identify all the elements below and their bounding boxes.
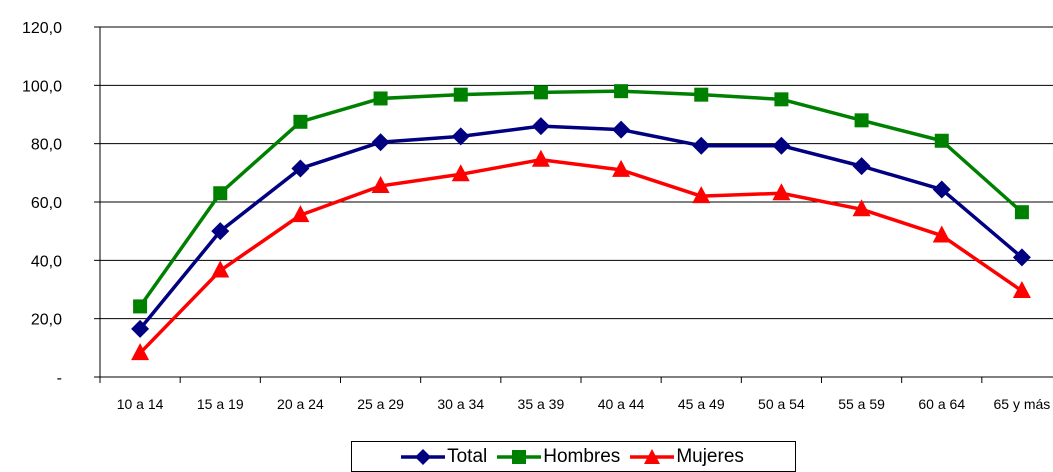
data-point xyxy=(211,260,230,278)
y-tick-label: 40,0 xyxy=(31,253,62,270)
data-point xyxy=(531,149,550,167)
y-tick-label: 20,0 xyxy=(31,312,62,329)
x-tick-label: 30 a 34 xyxy=(437,396,484,412)
series-group xyxy=(131,84,1031,361)
x-tick-label: 60 a 64 xyxy=(918,396,965,412)
y-tick-label: 60,0 xyxy=(31,195,62,212)
x-tick-label: 65 y más xyxy=(994,396,1051,412)
x-tick-label: 35 a 39 xyxy=(518,396,565,412)
data-point xyxy=(213,186,228,201)
data-point xyxy=(932,180,951,199)
data-point xyxy=(612,120,631,139)
data-point xyxy=(772,136,791,155)
y-tick-label: - xyxy=(57,370,62,387)
data-point xyxy=(614,84,629,99)
x-axis-tick-labels: 10 a 14 15 a 19 20 a 24 25 a 29 30 a 34 35 a … xyxy=(117,396,1051,412)
data-point xyxy=(131,343,150,361)
x-tick-label: 20 a 24 xyxy=(277,396,324,412)
data-point xyxy=(533,85,548,100)
data-point xyxy=(373,91,388,106)
y-tick-label: 100,0 xyxy=(22,78,62,95)
series-line-total xyxy=(138,124,1024,330)
legend-label-mujeres: Mujeres xyxy=(676,445,744,467)
data-point xyxy=(1014,205,1029,220)
legend-item-total: Total xyxy=(399,446,487,468)
legend-marker-mujeres xyxy=(630,448,675,464)
data-point xyxy=(531,117,550,136)
x-tick-label: 15 a 19 xyxy=(197,396,244,412)
data-point xyxy=(692,136,711,155)
legend-item-hombres: Hombres xyxy=(495,446,620,468)
legend-label-total: Total xyxy=(447,445,488,467)
data-point xyxy=(451,127,470,146)
legend-marker-hombres xyxy=(497,449,542,464)
data-point xyxy=(1012,280,1031,298)
x-tick-label: 40 a 44 xyxy=(598,396,645,412)
data-point xyxy=(772,183,791,201)
y-axis-tick-labels: - 20,0 40,0 60,0 80,0 100,0 120,0 xyxy=(22,20,62,387)
legend-item-mujeres: Mujeres xyxy=(628,446,744,468)
data-point xyxy=(291,205,310,223)
data-point xyxy=(133,299,148,314)
series-line-mujeres xyxy=(138,157,1023,355)
legend: Total Hombres Mujeres xyxy=(351,441,796,472)
series-total xyxy=(131,117,1031,338)
data-point xyxy=(932,225,951,243)
data-point xyxy=(131,319,150,338)
data-point xyxy=(1012,248,1031,267)
data-point xyxy=(692,186,711,204)
data-point xyxy=(371,133,390,152)
data-point xyxy=(451,164,470,182)
y-tick-label: 120,0 xyxy=(22,20,62,37)
legend-marker-total xyxy=(401,448,446,465)
data-point xyxy=(371,175,390,193)
x-tick-label: 50 a 54 xyxy=(758,396,805,412)
y-tick-label: 80,0 xyxy=(31,137,62,154)
data-point xyxy=(852,199,871,217)
data-point xyxy=(453,87,468,102)
data-point xyxy=(694,87,709,102)
data-point xyxy=(854,113,869,128)
series-hombres xyxy=(133,84,1029,314)
data-point xyxy=(293,114,308,129)
data-point xyxy=(612,159,631,177)
x-tick-label: 55 a 59 xyxy=(838,396,885,412)
series-line-hombres xyxy=(138,89,1024,308)
axes xyxy=(94,26,1053,383)
data-point xyxy=(934,133,949,148)
data-point xyxy=(291,159,310,178)
data-point xyxy=(852,157,871,176)
x-tick-label: 10 a 14 xyxy=(117,396,164,412)
data-point xyxy=(211,222,230,241)
x-tick-label: 25 a 29 xyxy=(357,396,404,412)
series-mujeres xyxy=(131,149,1031,361)
data-point xyxy=(774,92,789,107)
x-tick-label: 45 a 49 xyxy=(678,396,725,412)
legend-label-hombres: Hombres xyxy=(543,445,621,467)
